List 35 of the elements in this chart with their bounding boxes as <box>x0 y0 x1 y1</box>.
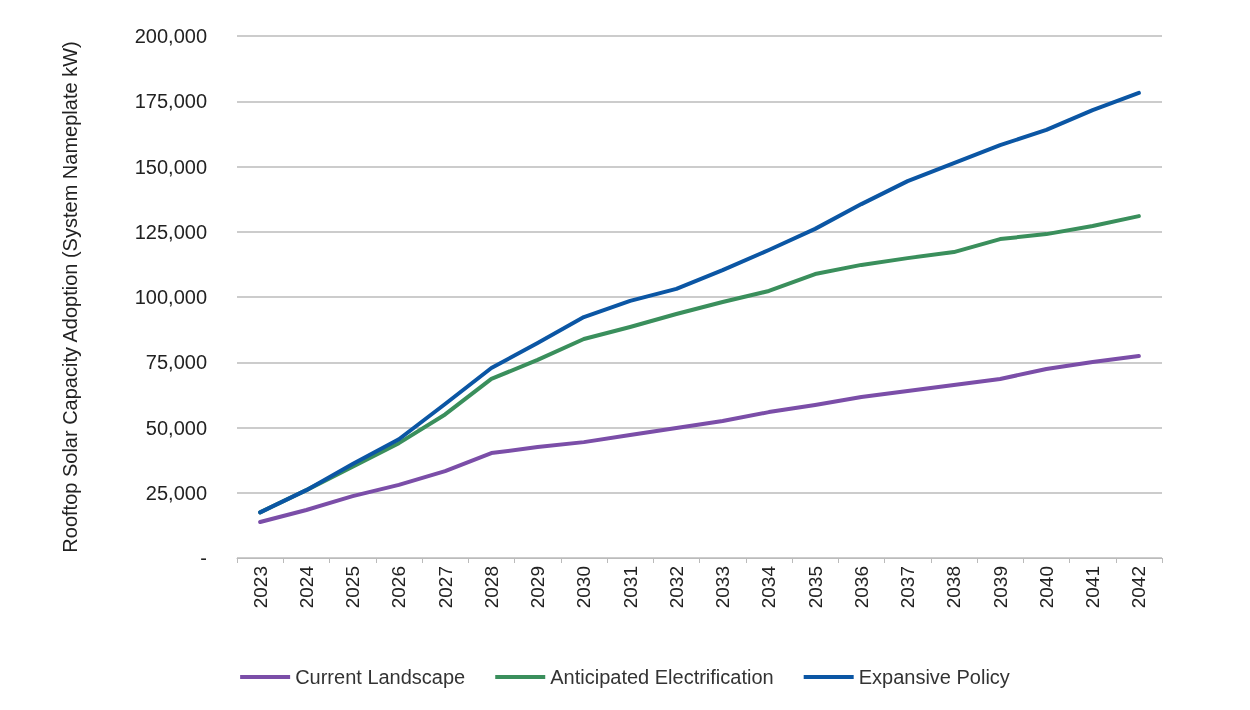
y-tick-label: 25,000 <box>145 481 207 504</box>
x-tick-label: 2031 <box>619 566 641 609</box>
x-tick-label: 2040 <box>1035 566 1057 609</box>
x-tick-label: 2041 <box>1082 566 1104 609</box>
y-tick-label: 175,000 <box>134 90 207 113</box>
x-tick-label: 2037 <box>897 566 919 609</box>
y-tick-label: 75,000 <box>145 351 207 374</box>
y-tick-label: 50,000 <box>145 416 207 439</box>
x-tick-label: 2026 <box>388 566 410 609</box>
x-tick-label: 2033 <box>712 566 734 609</box>
x-tick-label: 2035 <box>804 566 826 609</box>
x-tick-label: 2042 <box>1128 566 1150 609</box>
line-series <box>258 90 1141 515</box>
line-series <box>258 353 1141 524</box>
y-tick-label: - <box>200 547 207 569</box>
x-tick-label: 2029 <box>527 566 549 609</box>
x-tick-label: 2025 <box>342 566 364 609</box>
x-tick-label: 2023 <box>249 566 271 609</box>
legend-label: Anticipated Electrification <box>550 666 774 688</box>
x-tick-label: 2030 <box>573 566 595 609</box>
x-tick-label: 2027 <box>434 566 456 609</box>
x-tick-label: 2032 <box>665 566 687 609</box>
legend-label: Expansive Policy <box>858 666 1010 688</box>
y-tick-label: 200,000 <box>134 25 207 47</box>
y-tick-label: 150,000 <box>134 155 207 178</box>
x-tick-label: 2034 <box>758 565 780 609</box>
y-axis-title: Rooftop Solar Capacity Adoption (System Nameplate kW) <box>59 41 81 553</box>
x-tick-label: 2039 <box>989 566 1011 609</box>
x-tick-label: 2038 <box>943 566 965 609</box>
y-tick-label: 125,000 <box>134 220 207 243</box>
x-tick-label: 2028 <box>480 566 502 609</box>
x-tick-label: 2036 <box>850 566 872 609</box>
x-tick-label: 2024 <box>295 565 317 609</box>
y-tick-label: 100,000 <box>134 286 207 308</box>
legend-label: Current Landscape <box>295 666 466 688</box>
